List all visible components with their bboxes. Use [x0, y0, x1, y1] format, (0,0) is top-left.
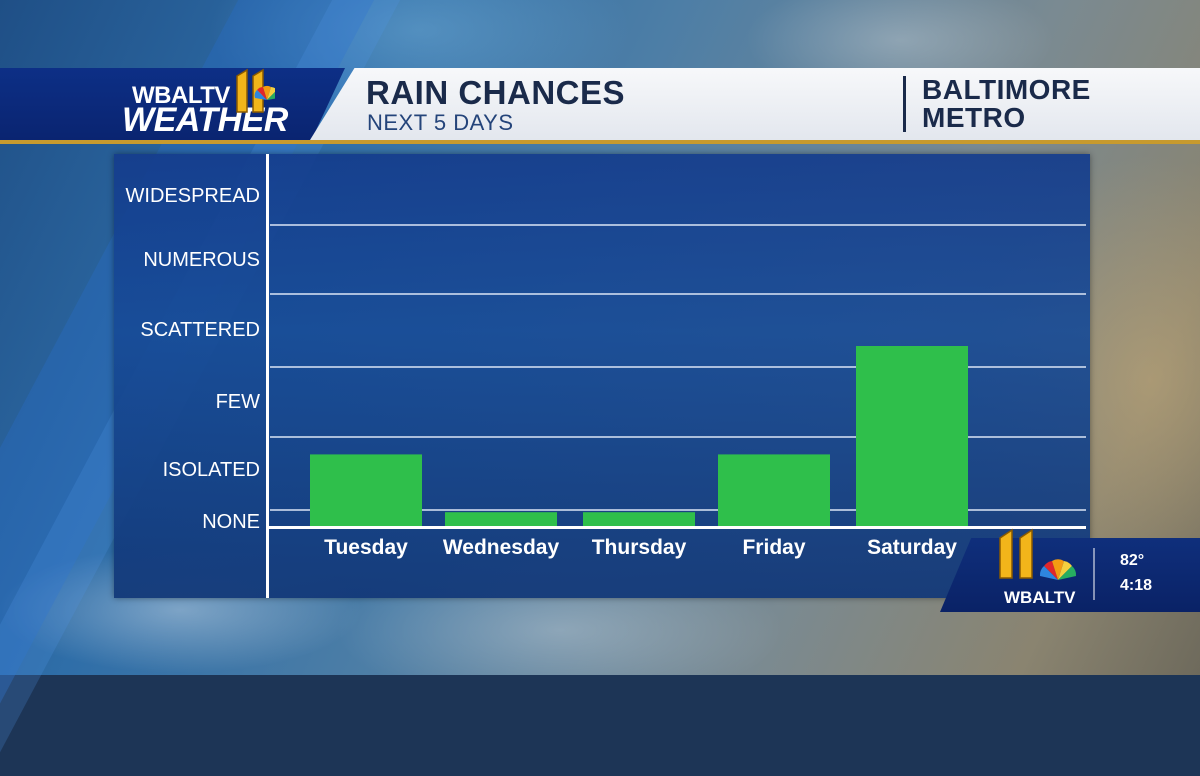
- bar-friday: [718, 454, 830, 526]
- bug-divider: [1093, 548, 1095, 600]
- region-label-line2: METRO: [922, 102, 1026, 133]
- station-logo-panel: [0, 68, 345, 142]
- page-title: RAIN CHANCES: [366, 74, 626, 111]
- bar-thursday: [583, 512, 695, 526]
- y-tick-label: NUMEROUS: [143, 249, 260, 271]
- y-tick-label: ISOLATED: [163, 459, 260, 481]
- y-tick-label: SCATTERED: [140, 319, 260, 341]
- x-tick-label: Thursday: [592, 536, 687, 559]
- y-tick-label: FEW: [216, 391, 261, 413]
- bar-wednesday: [445, 512, 557, 526]
- x-tick-label: Tuesday: [324, 536, 408, 559]
- station-logo-call-letters: WBALTV: [132, 82, 230, 109]
- bug-temperature: 82°: [1120, 552, 1145, 569]
- title-divider: [903, 76, 906, 132]
- x-tick-label: Friday: [742, 536, 805, 559]
- channel-11-icon: [236, 68, 275, 113]
- y-tick-label: WIDESPREAD: [126, 185, 260, 207]
- page-subtitle: NEXT 5 DAYS: [367, 110, 514, 135]
- title-underline: [0, 140, 1200, 144]
- bug-time: 4:18: [1120, 577, 1153, 594]
- x-tick-label: Saturday: [867, 536, 957, 559]
- title-banner: [310, 68, 1200, 140]
- x-axis-line: [266, 526, 1086, 529]
- bug-station-logo: WBALTV: [1004, 588, 1076, 607]
- region-label-line1: BALTIMORE: [922, 74, 1091, 105]
- bar-saturday: [856, 346, 968, 526]
- channel-11-icon: [999, 528, 1077, 580]
- x-tick-label: Wednesday: [443, 536, 560, 559]
- y-axis-line: [266, 154, 269, 598]
- y-tick-label: NONE: [202, 511, 260, 533]
- bar-tuesday: [310, 454, 422, 526]
- rain-chances-chart: NONE ISOLATED FEW SCATTERED NUMEROUS WIDESPRE…: [126, 154, 1086, 598]
